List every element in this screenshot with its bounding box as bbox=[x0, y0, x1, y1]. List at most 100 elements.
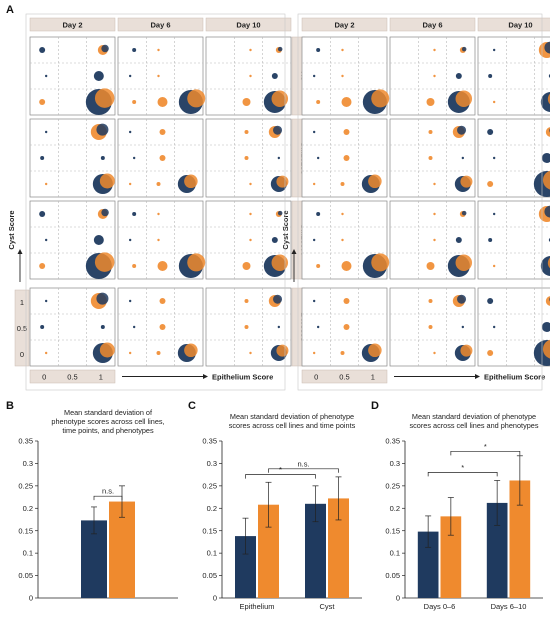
bubble bbox=[461, 46, 467, 52]
bubble bbox=[94, 252, 115, 272]
bubble bbox=[341, 212, 344, 216]
epithelium-arrowhead bbox=[475, 374, 480, 379]
bubble bbox=[341, 48, 344, 52]
day-header-box bbox=[205, 17, 292, 32]
bubble bbox=[455, 254, 473, 271]
epithelium-tick: 0 bbox=[42, 373, 46, 382]
epithelium-tick: 0 bbox=[314, 373, 318, 382]
bar bbox=[509, 480, 531, 598]
bubble bbox=[276, 175, 289, 188]
bubble bbox=[487, 298, 494, 304]
bubble bbox=[312, 351, 316, 355]
bubble bbox=[492, 48, 496, 52]
day-header: Day 6 bbox=[422, 21, 442, 30]
y-tick-label: 0 bbox=[213, 594, 217, 603]
bubble bbox=[44, 351, 48, 355]
epithelium-axis-title: Epithelium Score bbox=[212, 373, 273, 382]
bubble bbox=[157, 238, 160, 242]
y-tick-label: 0.25 bbox=[202, 481, 217, 490]
bubble bbox=[433, 48, 436, 52]
bar bbox=[486, 502, 508, 598]
bubble bbox=[96, 292, 109, 305]
bar bbox=[417, 531, 439, 598]
bubble bbox=[157, 212, 160, 216]
bubble bbox=[159, 298, 166, 304]
bubble bbox=[44, 130, 48, 134]
bubble bbox=[316, 212, 321, 216]
bubble bbox=[249, 212, 252, 216]
bubble bbox=[492, 212, 496, 216]
bubble bbox=[487, 181, 494, 187]
bubble bbox=[371, 253, 390, 272]
bubble bbox=[316, 156, 320, 160]
bubble bbox=[316, 48, 321, 52]
bubble bbox=[433, 238, 436, 242]
bubble bbox=[249, 238, 252, 242]
bubble bbox=[242, 262, 251, 270]
bubble bbox=[428, 325, 433, 329]
chart-title-line: scores across cell lines and phenotypes bbox=[410, 421, 539, 430]
epithelium-arrowhead bbox=[203, 374, 208, 379]
bubble bbox=[541, 153, 550, 163]
day-header-box bbox=[117, 17, 204, 32]
cyst-tick: 0.5 bbox=[17, 324, 27, 333]
y-tick-label: 0.15 bbox=[18, 526, 33, 535]
bubble bbox=[368, 174, 382, 189]
bubble bbox=[542, 170, 550, 190]
bubble bbox=[39, 99, 46, 105]
bubble bbox=[244, 130, 249, 134]
y-tick-label: 0 bbox=[29, 594, 33, 603]
y-tick-label: 0.2 bbox=[207, 504, 217, 513]
bubble bbox=[93, 71, 104, 81]
bubble bbox=[157, 97, 168, 107]
bubble bbox=[157, 261, 168, 271]
bubble bbox=[187, 253, 206, 272]
chart-title-line: scores across cell lines and time points bbox=[229, 421, 356, 430]
bubble bbox=[132, 48, 137, 52]
bubble bbox=[544, 41, 550, 54]
y-tick-label: 0.3 bbox=[207, 459, 217, 468]
bubble bbox=[44, 74, 48, 78]
bubble bbox=[340, 182, 345, 186]
bubble bbox=[40, 156, 45, 160]
bubble bbox=[312, 74, 316, 78]
bubble bbox=[99, 342, 115, 358]
y-tick-label: 0.05 bbox=[202, 571, 217, 580]
y-tick-label: 0.35 bbox=[202, 437, 217, 446]
bubble bbox=[492, 156, 496, 160]
bubble bbox=[40, 325, 45, 329]
x-category-label: Epithelium bbox=[239, 602, 274, 611]
y-tick-label: 0.25 bbox=[18, 481, 33, 490]
bubble bbox=[271, 237, 278, 243]
x-category-label: Days 6–10 bbox=[491, 602, 527, 611]
significance-label: n.s. bbox=[297, 459, 309, 468]
bubble bbox=[312, 238, 316, 242]
bar bbox=[258, 504, 279, 598]
bubble bbox=[341, 97, 352, 107]
bubble bbox=[159, 129, 166, 135]
bubble bbox=[461, 210, 467, 216]
panel-a-right-frame bbox=[297, 13, 543, 391]
bubble bbox=[277, 325, 281, 329]
epithelium-tick: 0.5 bbox=[67, 373, 77, 382]
bubble bbox=[343, 324, 350, 330]
bubble bbox=[156, 182, 161, 186]
bubble bbox=[128, 351, 132, 355]
day-header: Day 2 bbox=[334, 21, 354, 30]
bubble bbox=[100, 325, 105, 329]
bubble bbox=[455, 237, 462, 243]
bubble bbox=[457, 125, 467, 135]
significance-label: n.s. bbox=[102, 487, 114, 496]
bar bbox=[328, 498, 349, 598]
y-tick-label: 0.15 bbox=[202, 526, 217, 535]
bubble bbox=[426, 262, 435, 270]
bubble bbox=[460, 344, 473, 357]
bubble bbox=[132, 325, 136, 329]
cyst-arrowhead-right bbox=[291, 249, 297, 254]
day-header-box bbox=[477, 17, 550, 32]
bubble bbox=[128, 299, 132, 303]
bubble bbox=[316, 100, 321, 104]
bubble bbox=[132, 212, 137, 216]
